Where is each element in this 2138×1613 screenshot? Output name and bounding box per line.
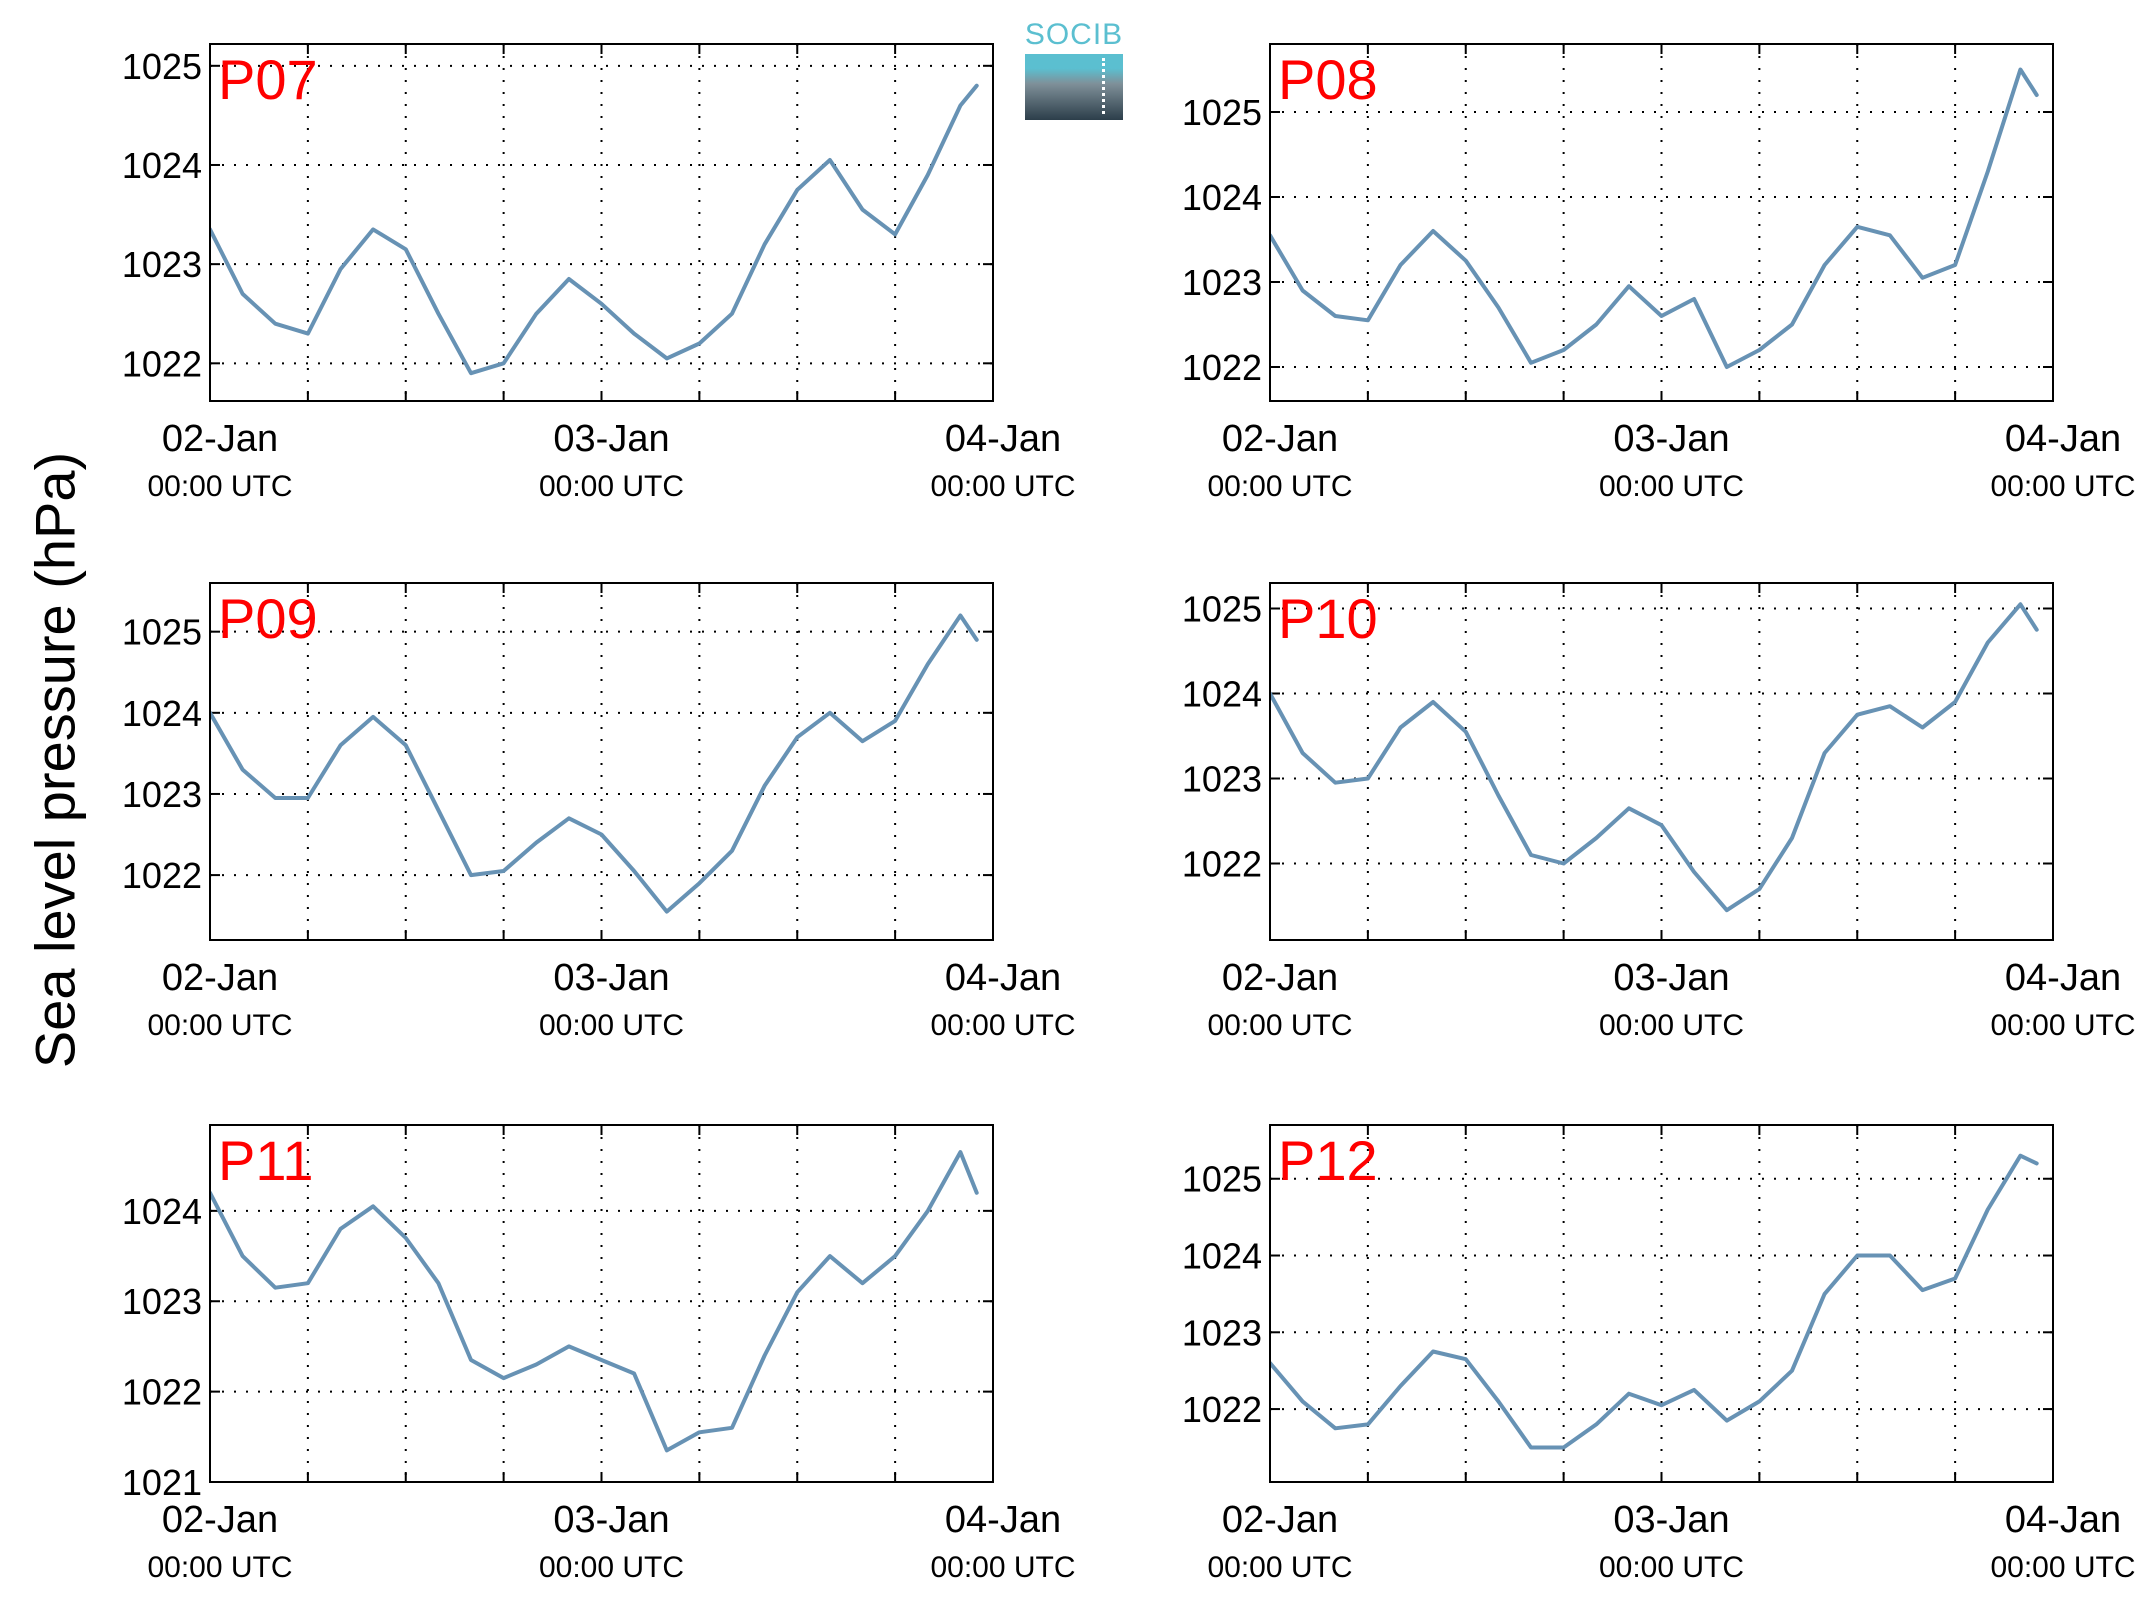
panel-p12: 1022 1023 1024 1025 02-Jan 00:00 UTC 03-Jan 00:… <box>1182 1124 2136 1584</box>
series-line-p08 <box>1270 67 2039 369</box>
x-tick-label-date: 03-Jan <box>1613 418 1729 460</box>
y-tick-label: 1023 <box>1182 1312 1262 1353</box>
x-tick-label-date: 03-Jan <box>1613 957 1729 999</box>
x-tick-label-time: 00:00 UTC <box>1207 470 1352 503</box>
x-tick-label-date: 02-Jan <box>162 1499 278 1541</box>
y-tick-label: 1024 <box>1182 1236 1262 1277</box>
x-tick-label-date: 02-Jan <box>162 957 278 999</box>
x-tick-label-date: 02-Jan <box>162 418 278 460</box>
x-tick-label-time: 00:00 UTC <box>1599 470 1744 503</box>
socib-logo: SOCIB <box>1024 18 1124 122</box>
panel-title-p12: P12 <box>1278 1129 1378 1192</box>
y-tick-label: 1025 <box>122 612 202 653</box>
plot-frame <box>209 1124 994 1483</box>
panel-p08: 1022 1023 1024 1025 02-Jan 00:00 UTC 03-Jan 00:… <box>1182 43 2136 503</box>
panel-title-p08: P08 <box>1278 48 1378 111</box>
panel-p09: 1022 1023 1024 1025 02-Jan 00:00 UTC 03-Jan 00:… <box>122 582 1076 1042</box>
y-tick-label: 1022 <box>122 343 202 384</box>
y-tick-label: 1022 <box>1182 844 1262 885</box>
x-tick-label-time: 00:00 UTC <box>147 1551 292 1584</box>
y-tick-label: 1024 <box>122 145 202 186</box>
x-tick-label-time: 00:00 UTC <box>539 470 684 503</box>
plot-frame <box>209 582 994 941</box>
series-line-p12 <box>1270 1153 2039 1450</box>
x-tick-label-date: 02-Jan <box>1222 1499 1338 1541</box>
x-tick-label-time: 00:00 UTC <box>1990 1551 2135 1584</box>
x-tick-label-time: 00:00 UTC <box>1990 470 2135 503</box>
y-tick-label: 1023 <box>122 244 202 285</box>
y-tick-label: 1023 <box>122 1281 202 1322</box>
x-tick-label-time: 00:00 UTC <box>930 1551 1075 1584</box>
x-tick-label-date: 04-Jan <box>945 1499 1061 1541</box>
y-tick-label: 1025 <box>1182 92 1262 133</box>
x-tick-label-time: 00:00 UTC <box>147 470 292 503</box>
x-tick-label-time: 00:00 UTC <box>1599 1551 1744 1584</box>
y-axis-label: Sea level pressure (hPa) <box>23 451 87 1069</box>
x-tick-label-date: 03-Jan <box>553 1499 669 1541</box>
x-tick-label-time: 00:00 UTC <box>539 1551 684 1584</box>
x-tick-label-date: 03-Jan <box>1613 1499 1729 1541</box>
x-tick-label-date: 02-Jan <box>1222 418 1338 460</box>
y-tick-label: 1022 <box>122 855 202 896</box>
plot-frame <box>1269 1124 2054 1483</box>
y-tick-label: 1022 <box>122 1372 202 1413</box>
panel-p07: 1022 1023 1024 1025 02-Jan 00:00 UTC 03-Jan 00:… <box>122 43 1076 503</box>
x-tick-label-time: 00:00 UTC <box>930 470 1075 503</box>
y-tick-label: 1023 <box>122 774 202 815</box>
logo-text: SOCIB <box>1024 18 1124 51</box>
logo-graphic <box>1025 54 1123 120</box>
series-line-p09 <box>210 613 979 914</box>
logo-dotted-line <box>1102 58 1105 114</box>
panel-title-p07: P07 <box>218 48 318 111</box>
x-tick-label-date: 04-Jan <box>945 957 1061 999</box>
y-tick-label: 1025 <box>1182 1159 1262 1200</box>
series-line-p07 <box>210 83 979 376</box>
y-tick-label: 1022 <box>1182 347 1262 388</box>
x-tick-label-time: 00:00 UTC <box>1599 1009 1744 1042</box>
x-tick-label-date: 04-Jan <box>945 418 1061 460</box>
y-tick-label: 1024 <box>1182 674 1262 715</box>
x-tick-label-time: 00:00 UTC <box>147 1009 292 1042</box>
series-line-p11 <box>210 1150 979 1453</box>
x-tick-label-date: 04-Jan <box>2005 1499 2121 1541</box>
y-tick-label: 1024 <box>122 1191 202 1232</box>
panel-p11: 1021 1022 1023 1024 02-Jan 00:00 UTC 03-Jan 00:… <box>122 1124 1076 1584</box>
x-tick-label-time: 00:00 UTC <box>539 1009 684 1042</box>
x-tick-label-date: 04-Jan <box>2005 957 2121 999</box>
x-tick-label-time: 00:00 UTC <box>1207 1551 1352 1584</box>
panel-p10: 1022 1023 1024 1025 02-Jan 00:00 UTC 03-Jan 00:… <box>1182 582 2136 1042</box>
x-tick-label-date: 03-Jan <box>553 418 669 460</box>
x-tick-label-time: 00:00 UTC <box>1990 1009 2135 1042</box>
plot-frame <box>209 43 994 402</box>
plot-frame <box>1269 582 2054 941</box>
y-tick-label: 1025 <box>1182 589 1262 630</box>
y-tick-label: 1024 <box>1182 177 1262 218</box>
x-tick-label-date: 04-Jan <box>2005 418 2121 460</box>
y-tick-label: 1025 <box>122 46 202 87</box>
y-tick-label: 1021 <box>122 1462 202 1503</box>
y-tick-label: 1022 <box>1182 1389 1262 1430</box>
y-tick-label: 1024 <box>122 693 202 734</box>
x-tick-label-date: 02-Jan <box>1222 957 1338 999</box>
x-tick-label-time: 00:00 UTC <box>930 1009 1075 1042</box>
panel-title-p09: P09 <box>218 587 318 650</box>
series-line-p10 <box>1270 602 2039 913</box>
x-tick-label-date: 03-Jan <box>553 957 669 999</box>
panel-title-p11: P11 <box>218 1129 313 1192</box>
y-tick-label: 1023 <box>1182 262 1262 303</box>
x-tick-label-time: 00:00 UTC <box>1207 1009 1352 1042</box>
plot-frame <box>1269 43 2054 402</box>
y-tick-label: 1023 <box>1182 759 1262 800</box>
panel-title-p10: P10 <box>1278 587 1378 650</box>
